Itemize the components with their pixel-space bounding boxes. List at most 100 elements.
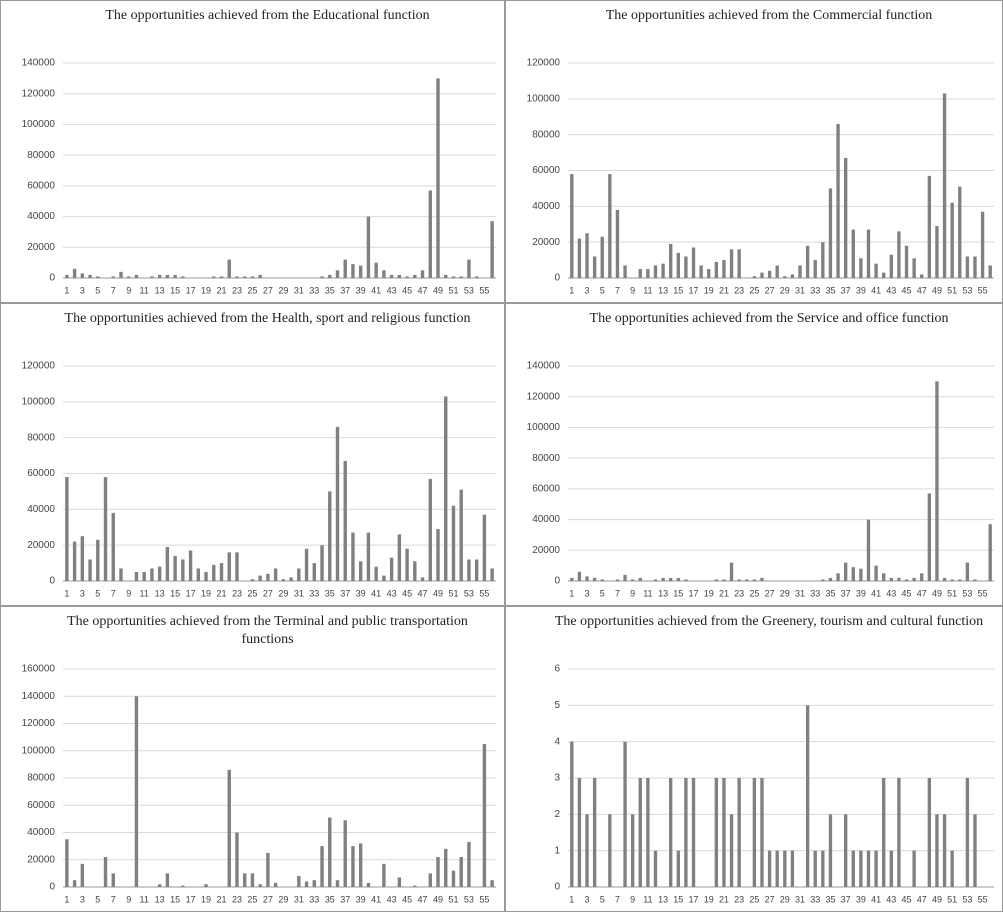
bar <box>722 260 725 278</box>
bar <box>150 276 153 278</box>
bar <box>836 124 839 278</box>
x-tick-label: 5 <box>600 285 605 295</box>
x-tick-label: 49 <box>433 285 443 295</box>
bar <box>104 477 107 581</box>
bar <box>119 568 122 581</box>
bar <box>753 778 756 887</box>
bar <box>483 744 486 887</box>
bar <box>374 567 377 581</box>
x-tick-label: 35 <box>825 588 835 598</box>
bar <box>344 820 347 887</box>
bar <box>96 276 99 278</box>
bar <box>220 563 223 581</box>
x-tick-label: 33 <box>309 894 319 904</box>
y-tick-label: 60000 <box>27 180 55 191</box>
bar <box>258 576 261 581</box>
y-tick-label: 0 <box>49 273 55 284</box>
bar <box>844 158 847 278</box>
bar <box>359 843 362 887</box>
bar <box>737 778 740 887</box>
bar <box>65 275 68 278</box>
bar <box>730 814 733 887</box>
bar <box>950 851 953 887</box>
bar <box>570 174 573 278</box>
bar <box>444 396 447 581</box>
y-tick-label: 0 <box>554 576 560 587</box>
x-tick-label: 41 <box>371 588 381 598</box>
x-tick-label: 45 <box>402 894 412 904</box>
x-tick-label: 39 <box>856 588 866 598</box>
bar <box>359 561 362 581</box>
bar <box>166 547 169 581</box>
bar <box>882 273 885 278</box>
bar <box>783 276 786 278</box>
bar <box>452 506 455 581</box>
figure: 0200004000060000800001000001200001400001… <box>0 0 1003 912</box>
x-tick-label: 37 <box>841 588 851 598</box>
y-tick-label: 40000 <box>532 514 560 525</box>
x-tick-label: 33 <box>810 285 820 295</box>
y-tick-label: 80000 <box>532 129 560 140</box>
x-tick-label: 39 <box>356 588 366 598</box>
x-tick-label: 15 <box>673 588 683 598</box>
y-tick-label: 80000 <box>27 773 55 784</box>
bar <box>623 265 626 278</box>
chart-title: The opportunities achieved from the Comm… <box>546 7 992 25</box>
x-tick-label: 37 <box>340 894 350 904</box>
bar <box>677 578 680 581</box>
x-tick-label: 33 <box>309 588 319 598</box>
bar <box>814 851 817 887</box>
bar <box>429 873 432 887</box>
x-tick-label: 39 <box>356 285 366 295</box>
bar <box>382 270 385 278</box>
x-tick-label: 35 <box>325 894 335 904</box>
x-tick-label: 11 <box>140 285 149 295</box>
bar <box>158 275 161 278</box>
y-tick-label: 140000 <box>527 361 561 372</box>
bar <box>243 873 246 887</box>
bar <box>351 264 354 278</box>
x-tick-label: 27 <box>263 588 273 598</box>
x-tick-label: 9 <box>630 285 635 295</box>
x-tick-label: 37 <box>340 285 350 295</box>
bar <box>460 490 463 581</box>
bar <box>444 849 447 887</box>
bar <box>928 778 931 887</box>
x-tick-label: 25 <box>247 894 257 904</box>
bar <box>197 568 200 581</box>
x-tick-label: 53 <box>962 894 972 904</box>
x-tick-label: 15 <box>170 588 180 598</box>
chart: 0200004000060000800001000001200001400001… <box>1 607 504 911</box>
x-tick-label: 53 <box>464 894 474 904</box>
y-tick-label: 120000 <box>22 361 56 372</box>
x-tick-label: 51 <box>947 588 957 598</box>
bar <box>390 558 393 581</box>
bar <box>166 873 169 887</box>
bar <box>305 882 308 887</box>
bar <box>367 533 370 581</box>
bar <box>398 877 401 887</box>
bar <box>112 276 115 278</box>
x-tick-label: 35 <box>325 588 335 598</box>
bar <box>204 572 207 581</box>
x-tick-label: 3 <box>80 894 85 904</box>
x-tick-label: 27 <box>263 285 273 295</box>
bar <box>413 275 416 278</box>
bar <box>890 851 893 887</box>
bar <box>791 851 794 887</box>
bar <box>950 203 953 278</box>
x-tick-label: 3 <box>585 588 590 598</box>
x-tick-label: 3 <box>80 588 85 598</box>
chart-title: The opportunities achieved from the Gree… <box>546 613 992 631</box>
bar <box>966 257 969 279</box>
bar <box>859 851 862 887</box>
bar <box>593 257 596 279</box>
x-tick-label: 25 <box>749 285 759 295</box>
bar <box>874 264 877 278</box>
bar <box>127 276 130 278</box>
y-tick-label: 140000 <box>22 58 56 69</box>
x-tick-label: 47 <box>418 894 428 904</box>
bar <box>158 567 161 581</box>
x-tick-label: 31 <box>294 588 304 598</box>
